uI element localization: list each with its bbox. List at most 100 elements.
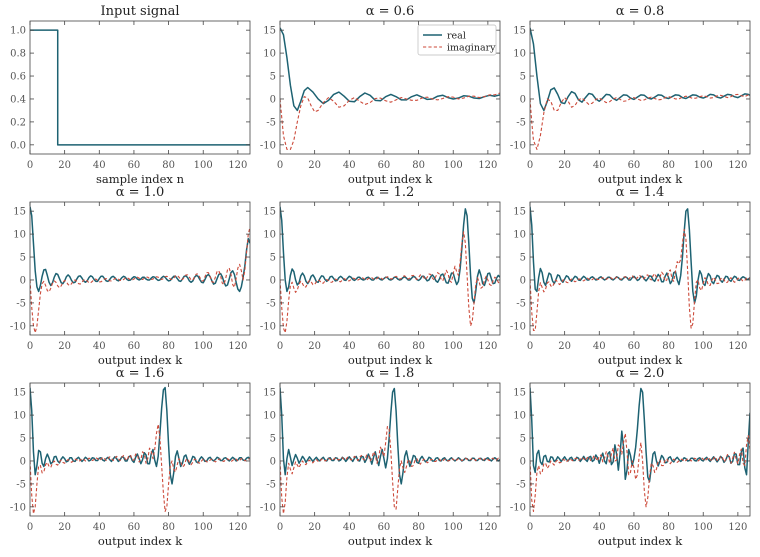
y-tick-label: 1.0 xyxy=(10,26,26,37)
x-tick-label: 100 xyxy=(444,160,463,171)
series-line-imaginary xyxy=(280,92,500,150)
y-tick-label: 10 xyxy=(13,411,26,422)
x-tick-label: 80 xyxy=(662,522,675,533)
y-tick-label: 10 xyxy=(263,411,276,422)
x-tick-label: 120 xyxy=(228,522,247,533)
y-tick-label: 15 xyxy=(263,207,276,218)
series-line-signal xyxy=(30,29,250,146)
plot-frame xyxy=(29,382,251,517)
series-line-imaginary xyxy=(530,228,750,331)
y-tick-label: -5 xyxy=(16,479,26,490)
x-tick-label: 60 xyxy=(128,341,141,352)
x-tick-label: 120 xyxy=(728,522,747,533)
x-tick-label: 60 xyxy=(128,160,141,171)
y-tick-label: -5 xyxy=(266,479,276,490)
plot-frame xyxy=(529,201,751,336)
x-tick-label: 100 xyxy=(444,522,463,533)
y-tick-label: -10 xyxy=(510,502,526,513)
plot-frame xyxy=(29,20,251,155)
x-axis-label: output index k xyxy=(348,353,433,367)
panel-alpha-1-2: 0 20 40 60 80 100 120 -10 -5 0 5 10 15 α = 1.2 output … xyxy=(260,185,501,367)
x-tick-label: 80 xyxy=(162,341,175,352)
x-tick-label: 60 xyxy=(378,160,391,171)
x-tick-label: 120 xyxy=(728,160,747,171)
x-tick-label: 60 xyxy=(128,522,141,533)
x-tick-label: 0 xyxy=(527,522,533,533)
y-tick-label: 15 xyxy=(513,26,526,37)
panel-alpha-2: 0 20 40 60 80 100 120 -10 -5 0 5 10 15 α = 2.0 output … xyxy=(510,366,751,548)
y-tick-label: -5 xyxy=(516,117,526,128)
panel-alpha-1-8: 0 20 40 60 80 100 120 -10 -5 0 5 10 15 α = 1.8 output … xyxy=(260,366,501,548)
x-tick-label: 20 xyxy=(558,160,571,171)
series-line-imaginary xyxy=(530,92,750,150)
x-axis-label: output index k xyxy=(98,353,183,367)
y-tick-label: 0.4 xyxy=(10,94,26,105)
x-tick-label: 60 xyxy=(628,160,641,171)
x-tick-label: 60 xyxy=(628,341,641,352)
y-tick-label: -10 xyxy=(10,502,26,513)
y-tick-label: 15 xyxy=(513,207,526,218)
x-tick-label: 80 xyxy=(662,341,675,352)
x-tick-label: 100 xyxy=(194,341,213,352)
y-tick-label: 10 xyxy=(513,411,526,422)
x-tick-label: 120 xyxy=(478,341,497,352)
x-tick-label: 60 xyxy=(378,522,391,533)
x-tick-label: 40 xyxy=(93,522,106,533)
x-tick-label: 40 xyxy=(593,522,606,533)
series-line-imaginary xyxy=(280,426,500,515)
panel-title: α = 1.0 xyxy=(116,185,165,200)
x-tick-label: 100 xyxy=(444,341,463,352)
x-tick-label: 40 xyxy=(343,522,356,533)
y-tick-label: -5 xyxy=(516,479,526,490)
panel-alpha-1-4: 0 20 40 60 80 100 120 -10 -5 0 5 10 15 α = 1.4 output … xyxy=(510,185,751,367)
x-tick-label: 100 xyxy=(194,160,213,171)
x-tick-label: 80 xyxy=(162,522,175,533)
panel-alpha-0-6: 0 20 40 60 80 100 120 -10 -5 0 5 10 15 α = 0.6 output … xyxy=(260,4,501,186)
y-tick-label: 5 xyxy=(520,434,526,445)
x-tick-label: 120 xyxy=(728,341,747,352)
series-line-real xyxy=(530,387,750,483)
x-tick-label: 0 xyxy=(527,160,533,171)
legend-label-real: real xyxy=(447,30,466,41)
y-tick-label: 5 xyxy=(270,253,276,264)
y-tick-label: 15 xyxy=(13,388,26,399)
y-tick-label: 15 xyxy=(263,26,276,37)
x-axis-label: output index k xyxy=(98,534,183,548)
x-tick-label: 20 xyxy=(558,522,571,533)
y-tick-label: -10 xyxy=(260,140,276,151)
x-tick-label: 20 xyxy=(58,341,71,352)
panel-title: α = 1.8 xyxy=(366,366,415,381)
y-tick-label: 15 xyxy=(13,207,26,218)
panel-input-signal: 0 20 40 60 80 100 120 0.0 0.2 0.4 0.6 0.8 1.0 Input s… xyxy=(10,4,251,186)
y-tick-label: 10 xyxy=(263,49,276,60)
legend-box xyxy=(417,24,497,56)
x-tick-label: 80 xyxy=(412,341,425,352)
x-tick-label: 0 xyxy=(527,341,533,352)
series-line-real xyxy=(280,206,500,304)
plot-frame xyxy=(29,201,251,336)
panel-title: α = 0.6 xyxy=(366,4,415,19)
plot-frame xyxy=(279,382,501,517)
y-tick-label: 5 xyxy=(270,434,276,445)
y-tick-label: 5 xyxy=(520,72,526,83)
panel-title: α = 1.6 xyxy=(116,366,165,381)
x-tick-label: 80 xyxy=(412,522,425,533)
x-tick-label: 120 xyxy=(228,341,247,352)
plot-frame xyxy=(279,201,501,336)
x-tick-label: 20 xyxy=(58,160,71,171)
panel-alpha-0-8: 0 20 40 60 80 100 120 -10 -5 0 5 10 15 α = 0.8 output … xyxy=(510,4,751,186)
x-tick-label: 60 xyxy=(378,341,391,352)
y-tick-label: 5 xyxy=(20,253,26,264)
x-tick-label: 0 xyxy=(27,160,33,171)
panel-title: α = 2.0 xyxy=(616,366,665,381)
y-tick-label: 0.8 xyxy=(10,49,26,60)
x-axis-label: output index k xyxy=(598,172,683,186)
panel-alpha-1: 0 20 40 60 80 100 120 -10 -5 0 5 10 15 α = 1.0 output … xyxy=(10,185,251,367)
panel-title: Input signal xyxy=(101,4,180,19)
y-tick-label: 0 xyxy=(20,456,26,467)
y-tick-label: 0 xyxy=(520,456,526,467)
series-line-real xyxy=(280,27,500,112)
y-tick-label: 0 xyxy=(270,275,276,286)
